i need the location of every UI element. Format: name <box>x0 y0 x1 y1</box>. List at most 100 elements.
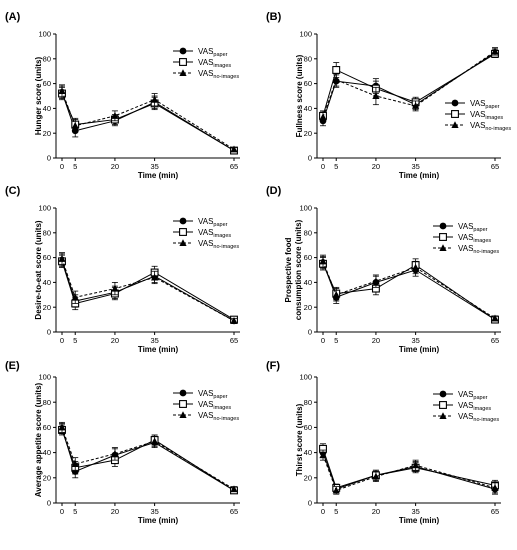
x-tick-label: 0 <box>60 336 64 345</box>
panel-letter: (F) <box>266 360 280 372</box>
legend-marker <box>179 411 187 418</box>
x-tick-label: 0 <box>321 162 325 171</box>
y-tick-label: 20 <box>43 129 51 138</box>
y-tick-label: 60 <box>304 79 312 88</box>
y-tick-label: 0 <box>47 499 51 508</box>
series-line <box>61 427 235 490</box>
y-axis-title: Prospective foodconsumption score (units… <box>284 219 303 320</box>
data-point <box>412 461 420 469</box>
y-tick-label: 20 <box>43 303 51 312</box>
legend-marker <box>439 412 447 419</box>
x-tick-label: 35 <box>150 336 158 345</box>
legend-label: VASimages <box>198 228 231 239</box>
x-tick-label: 65 <box>491 336 499 345</box>
legend-label: VASimages <box>198 400 231 411</box>
data-point <box>71 460 79 467</box>
data-point <box>230 145 238 153</box>
series-line <box>322 261 496 319</box>
y-tick-label: 80 <box>43 54 51 63</box>
x-tick-label: 5 <box>334 162 338 171</box>
panel-letter: (A) <box>5 11 21 23</box>
legend-marker <box>179 389 187 397</box>
y-tick-label: 100 <box>38 30 51 39</box>
data-series <box>58 84 238 153</box>
x-tick-label: 20 <box>372 162 380 171</box>
y-tick-label: 80 <box>304 54 312 63</box>
y-tick-label: 40 <box>304 278 312 287</box>
y-tick-label: 100 <box>299 373 312 382</box>
data-point <box>332 291 340 298</box>
y-tick-label: 80 <box>304 398 312 407</box>
y-axis-title: Fullness score (units) <box>295 54 304 137</box>
x-tick-label: 35 <box>150 507 158 516</box>
data-point <box>491 47 499 55</box>
x-tick-label: 65 <box>491 507 499 516</box>
data-point <box>58 87 66 95</box>
y-tick-label: 100 <box>38 204 51 213</box>
data-series <box>58 254 238 324</box>
y-tick-label: 80 <box>43 398 51 407</box>
data-point <box>230 485 238 493</box>
panel-letter: (B) <box>266 11 282 23</box>
x-tick-label: 65 <box>230 336 238 345</box>
y-tick-label: 20 <box>304 473 312 482</box>
panel-letter: (D) <box>266 185 282 197</box>
x-tick-label: 0 <box>60 162 64 171</box>
panel-letter: (C) <box>5 185 21 197</box>
data-point <box>412 102 420 109</box>
data-point <box>111 284 119 292</box>
y-tick-label: 20 <box>304 303 312 312</box>
legend-marker <box>439 233 447 241</box>
y-tick-label: 0 <box>308 328 312 337</box>
y-tick-label: 100 <box>38 373 51 382</box>
legend-marker <box>179 47 187 55</box>
data-series <box>319 257 499 324</box>
y-tick-label: 60 <box>43 79 51 88</box>
x-tick-label: 5 <box>334 507 338 516</box>
series-line <box>61 428 235 491</box>
legend-label: VASno-images <box>198 69 239 80</box>
data-point <box>491 314 499 322</box>
x-axis-title: Time (min) <box>399 345 440 354</box>
legend-label: VASno-images <box>458 244 499 255</box>
legend-label: VASpaper <box>198 47 228 58</box>
y-axis-title: Thirst score (units) <box>295 403 304 476</box>
series-line <box>322 262 496 321</box>
x-axis-title: Time (min) <box>399 171 440 180</box>
y-axis-title: Desire-to-eat score (units) <box>34 220 43 319</box>
x-tick-label: 5 <box>334 336 338 345</box>
legend-marker <box>439 401 447 409</box>
legend-marker <box>451 110 459 118</box>
data-series <box>319 255 499 323</box>
data-point <box>332 66 341 74</box>
x-axis-title: Time (min) <box>138 171 179 180</box>
x-tick-label: 65 <box>230 507 238 516</box>
data-point <box>71 293 79 301</box>
legend-label: VASimages <box>458 401 491 412</box>
x-tick-label: 0 <box>321 336 325 345</box>
y-tick-label: 60 <box>304 253 312 262</box>
data-point <box>151 273 159 281</box>
data-series <box>319 254 499 322</box>
y-tick-label: 100 <box>299 204 312 213</box>
y-tick-label: 0 <box>47 154 51 163</box>
legend-label: VASno-images <box>198 411 239 422</box>
data-point <box>111 450 119 457</box>
data-series <box>319 47 499 123</box>
data-series <box>58 85 238 154</box>
legend-marker <box>179 69 187 76</box>
x-tick-label: 35 <box>411 336 419 345</box>
data-series <box>319 447 499 495</box>
y-tick-label: 80 <box>43 228 51 237</box>
data-series <box>58 424 238 495</box>
series-line <box>61 93 235 151</box>
legend-marker <box>179 239 187 246</box>
x-tick-label: 0 <box>60 507 64 516</box>
